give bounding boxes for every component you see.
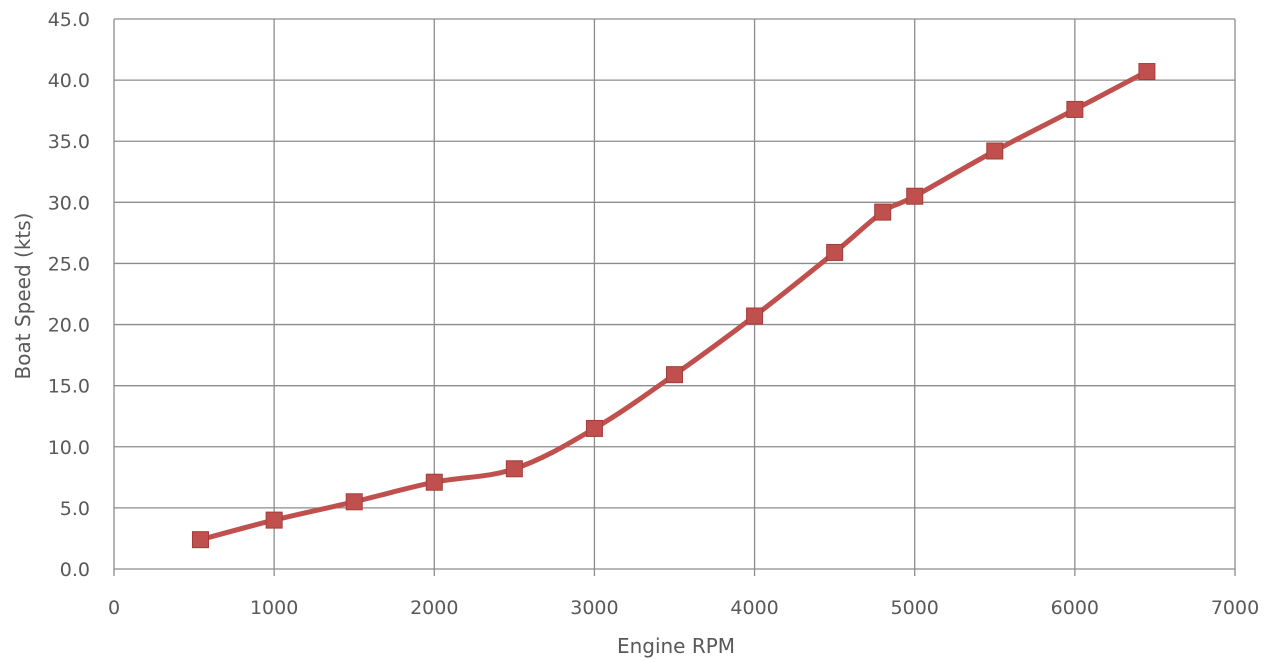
data-point-marker xyxy=(746,307,764,325)
data-point-marker xyxy=(1138,63,1156,81)
y-tick-label: 30.0 xyxy=(48,192,90,214)
y-tick-label: 10.0 xyxy=(48,437,90,459)
data-point-marker xyxy=(874,203,892,221)
y-tick-label: 45.0 xyxy=(48,9,90,31)
data-point-marker xyxy=(986,142,1004,160)
y-axis-ticks: 0.0 5.0 10.0 15.0 20.0 25.0 30.0 35.0 40.0 45.0 xyxy=(48,9,90,581)
y-tick-label: 5.0 xyxy=(60,498,90,520)
x-axis-ticks: 0 1000 2000 3000 4000 5000 6000 7000 xyxy=(108,597,1259,619)
x-tick-label: 2000 xyxy=(410,597,458,619)
y-tick-label: 20.0 xyxy=(48,315,90,337)
series-layer xyxy=(191,63,1156,549)
y-tick-label: 25.0 xyxy=(48,253,90,275)
x-tick-label: 5000 xyxy=(891,597,939,619)
data-point-marker xyxy=(345,493,363,511)
data-point-marker xyxy=(826,243,844,261)
y-tick-label: 15.0 xyxy=(48,376,90,398)
y-tick-label: 0.0 xyxy=(60,559,90,581)
y-tick-label: 40.0 xyxy=(48,70,90,92)
data-point-marker xyxy=(505,460,523,478)
data-point-marker xyxy=(906,187,924,205)
x-tick-label: 3000 xyxy=(570,597,618,619)
x-tick-label: 0 xyxy=(108,597,120,619)
x-tick-label: 4000 xyxy=(730,597,778,619)
data-point-marker xyxy=(191,531,209,549)
data-point-marker xyxy=(265,511,283,529)
y-tick-label: 35.0 xyxy=(48,131,90,153)
x-tick-label: 7000 xyxy=(1211,597,1259,619)
data-point-marker xyxy=(585,419,603,437)
axes xyxy=(113,19,1236,576)
x-tick-label: 1000 xyxy=(250,597,298,619)
data-point-marker xyxy=(666,366,683,384)
data-point-marker xyxy=(425,473,443,491)
data-point-marker xyxy=(1066,100,1084,118)
x-tick-label: 6000 xyxy=(1051,597,1099,619)
grid xyxy=(114,18,1236,569)
x-axis-title: Engine RPM xyxy=(617,634,735,658)
y-axis-title: Boat Speed (kts) xyxy=(11,213,35,380)
